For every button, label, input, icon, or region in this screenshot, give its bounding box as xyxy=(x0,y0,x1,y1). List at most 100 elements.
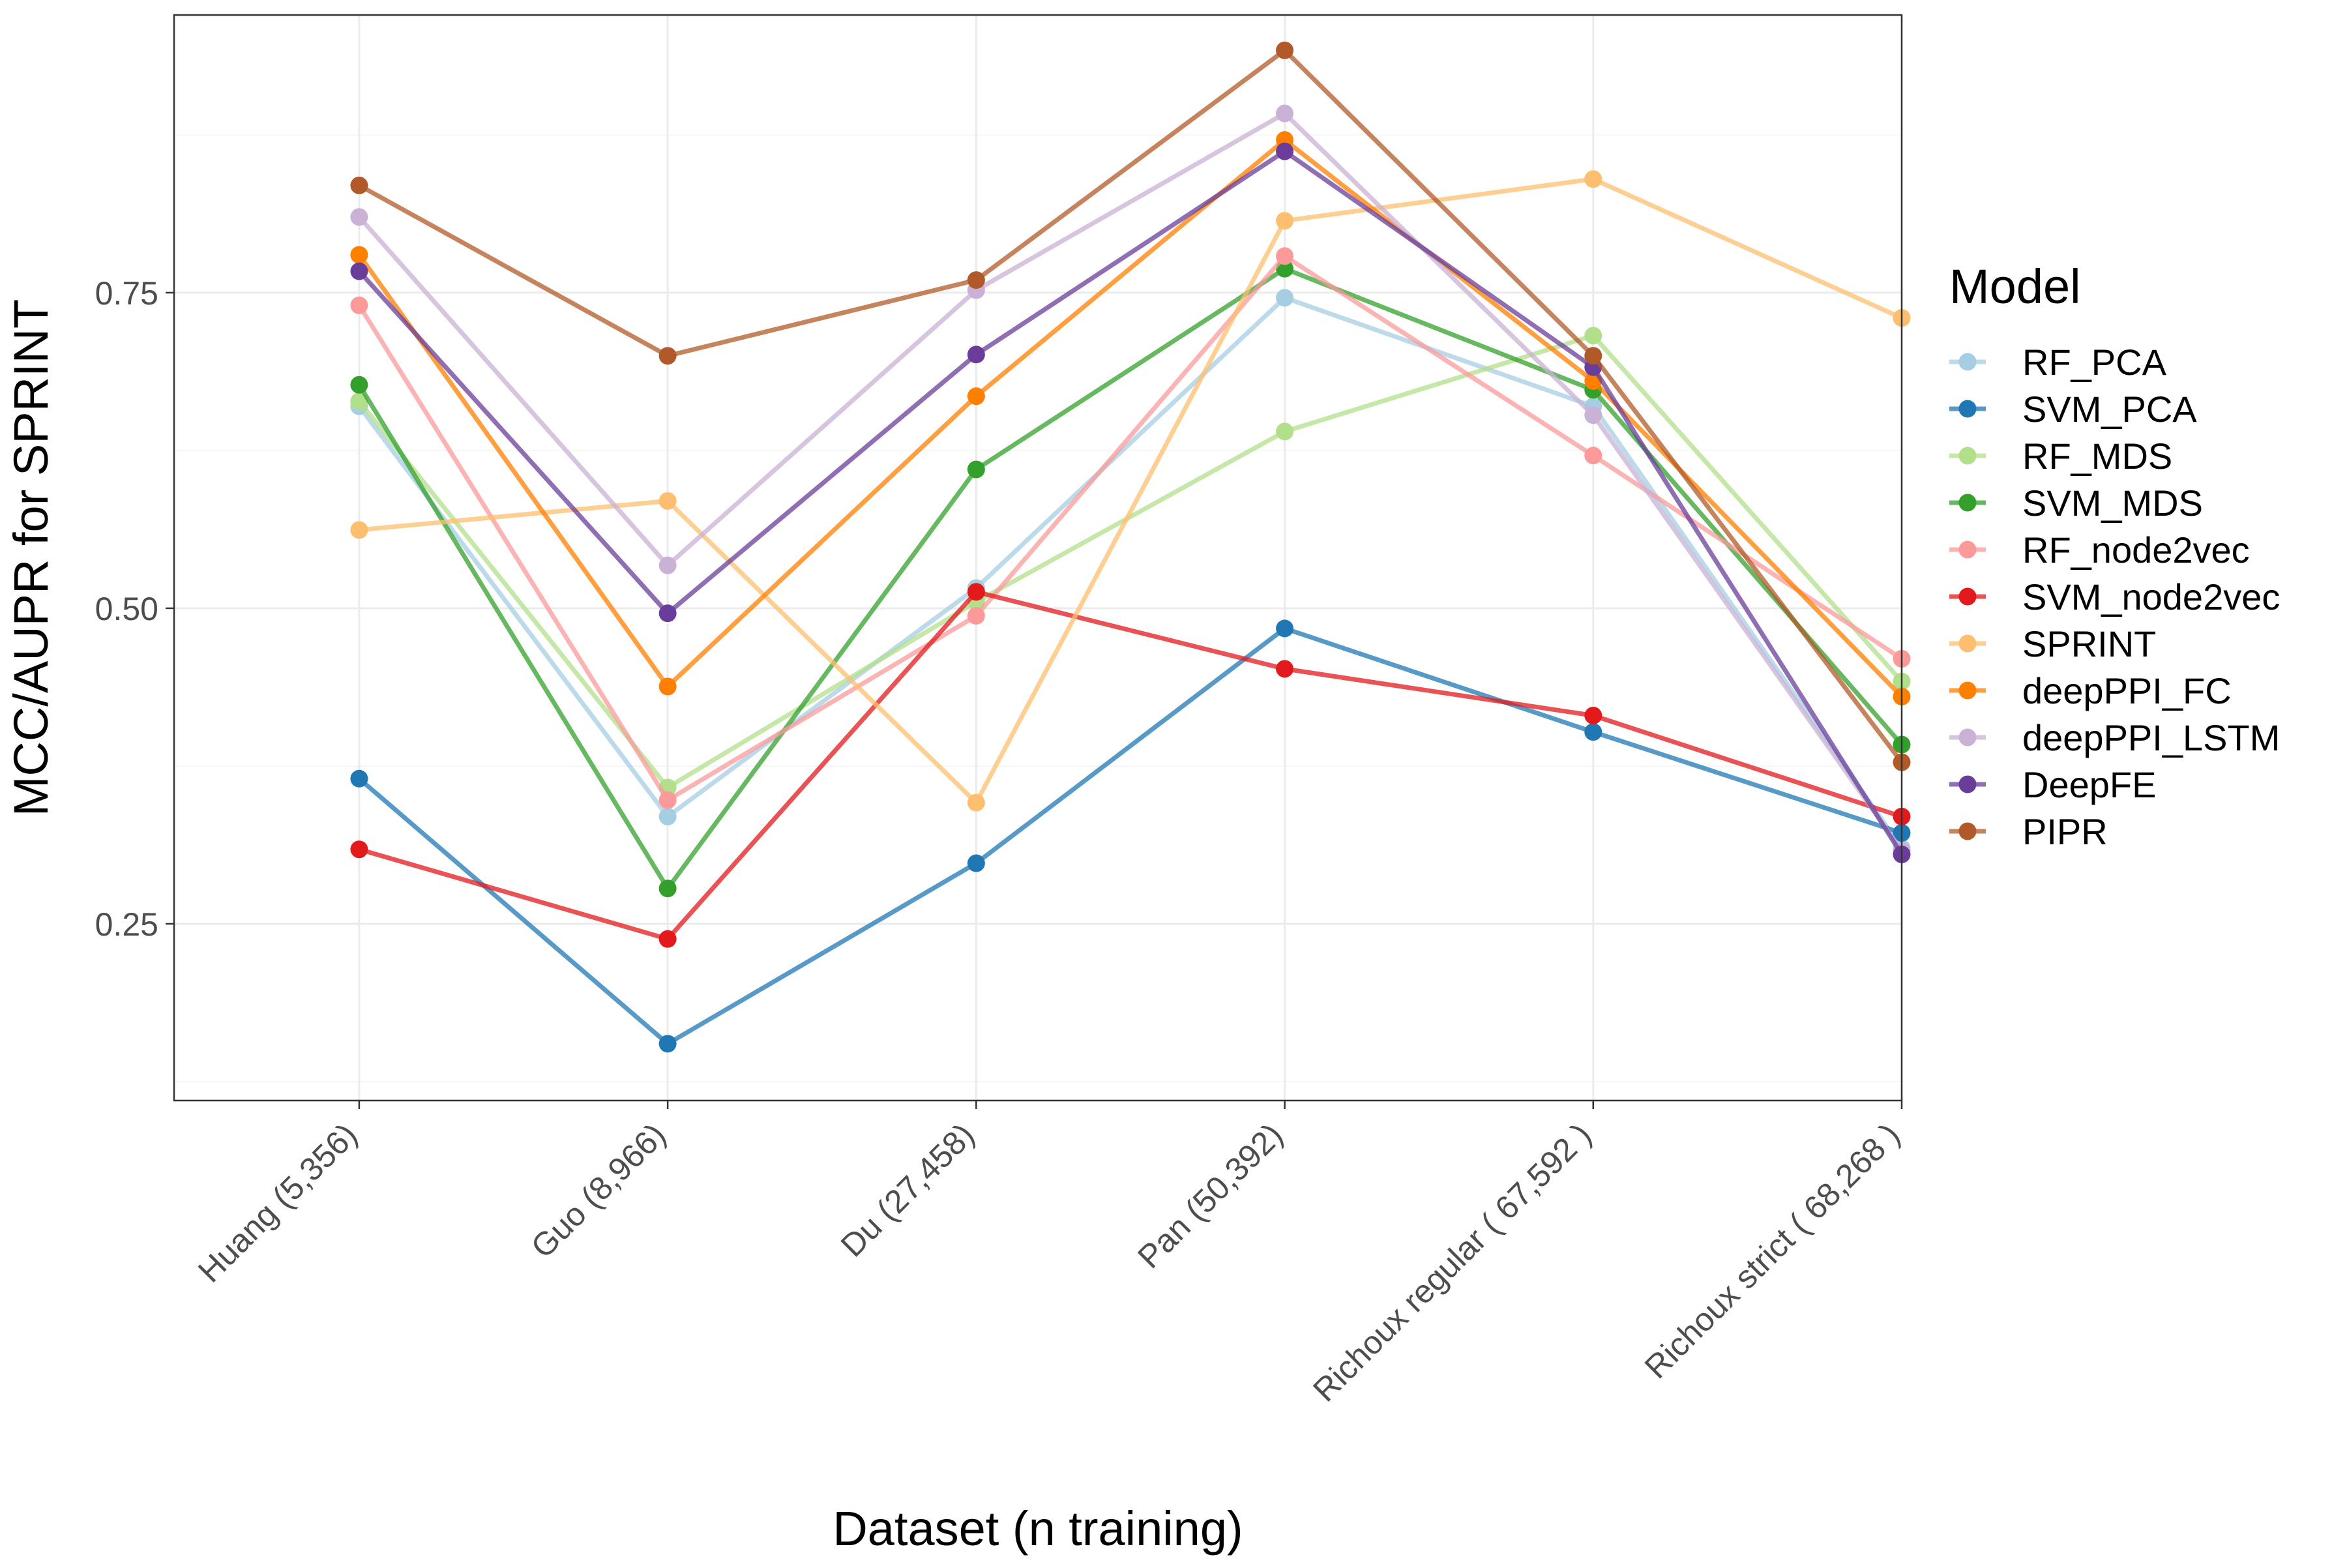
legend-label: RF_node2vec xyxy=(2022,529,2250,570)
legend-key-point xyxy=(1958,681,1977,700)
data-point-pipr xyxy=(1276,41,1294,59)
data-point-pipr xyxy=(1584,347,1602,365)
data-point-deepppi-lstm xyxy=(1584,406,1602,424)
data-point-rf-mds xyxy=(1584,327,1602,345)
data-point-deepppi-fc xyxy=(350,246,368,264)
legend-item-rf-node2vec: RF_node2vec xyxy=(1949,529,2250,570)
legend-item-rf-mds: RF_MDS xyxy=(1949,436,2172,477)
y-tick-label: 0.75 xyxy=(95,275,158,312)
data-point-svm-node2vec xyxy=(967,583,985,601)
legend-label: SVM_MDS xyxy=(2022,482,2203,524)
data-point-svm-pca xyxy=(658,1035,677,1053)
data-point-rf-pca xyxy=(1276,289,1294,307)
data-point-rf-mds xyxy=(350,392,368,410)
legend-label: deepPPI_LSTM xyxy=(2022,717,2280,758)
legend-key-point xyxy=(1958,634,1977,653)
data-point-deepppi-fc xyxy=(967,387,985,406)
y-axis-title: MCC/AUPR for SPRINT xyxy=(4,299,58,817)
data-point-deepfe xyxy=(350,262,368,280)
plot-panel xyxy=(174,15,1902,1101)
data-point-svm-node2vec xyxy=(1584,707,1602,725)
legend-item-pipr: PIPR xyxy=(1949,811,2108,852)
data-point-rf-node2vec xyxy=(967,607,985,625)
x-axis-title: Dataset (n training) xyxy=(833,1501,1243,1556)
data-point-sprint xyxy=(1584,170,1602,188)
series-deepfe xyxy=(350,142,1911,863)
legend-key-point xyxy=(1958,400,1977,418)
x-tick-label: Pan (50,392) xyxy=(1130,1116,1290,1275)
series-line-deepppi-lstm xyxy=(357,111,1904,852)
data-point-deepppi-lstm xyxy=(350,208,368,226)
data-point-pipr xyxy=(658,347,677,365)
legend-title: Model xyxy=(1949,259,2081,314)
y-tick-label: 0.50 xyxy=(95,591,158,627)
data-point-deepfe xyxy=(967,346,985,364)
data-point-sprint xyxy=(967,793,985,812)
data-point-svm-mds xyxy=(967,460,985,479)
legend-key-point xyxy=(1958,353,1977,371)
legend-key-point xyxy=(1958,587,1977,606)
data-point-rf-node2vec xyxy=(658,791,677,809)
data-point-svm-mds xyxy=(350,376,368,394)
series-line-rf-mds xyxy=(357,333,1904,790)
data-point-rf-node2vec xyxy=(350,296,368,314)
data-point-pipr xyxy=(350,176,368,194)
data-point-svm-pca xyxy=(1276,619,1294,638)
x-tick-label: Huang (5,356) xyxy=(191,1116,364,1290)
series-line-rf-pca xyxy=(357,295,1904,850)
legend-label: DeepFE xyxy=(2022,764,2156,805)
plot-border xyxy=(173,14,1903,1102)
data-point-svm-pca xyxy=(1584,723,1602,741)
data-point-sprint xyxy=(658,492,677,510)
data-point-rf-mds xyxy=(1276,422,1294,441)
series-deepppi-fc xyxy=(350,131,1911,705)
legend-item-deepppi-lstm: deepPPI_LSTM xyxy=(1949,717,2280,758)
data-point-svm-pca xyxy=(967,854,985,872)
data-point-svm-pca xyxy=(350,769,368,788)
legend-item-deepfe: DeepFE xyxy=(1949,764,2156,805)
series-line-svm-node2vec xyxy=(358,589,1903,941)
legend-item-sprint: SPRINT xyxy=(1949,623,2156,664)
series-line-pipr xyxy=(358,48,1904,764)
legend-key-point xyxy=(1958,447,1977,465)
y-tick-label: 0.25 xyxy=(95,906,158,943)
data-point-sprint xyxy=(350,521,368,539)
data-point-svm-mds xyxy=(658,880,677,898)
data-point-pipr xyxy=(967,271,985,289)
legend-key-point xyxy=(1958,822,1977,840)
data-point-svm-node2vec xyxy=(658,930,677,948)
legend-item-svm-mds: SVM_MDS xyxy=(1949,482,2203,524)
legend-label: SVM_PCA xyxy=(2022,389,2197,430)
data-point-deepppi-fc xyxy=(658,677,677,696)
legend-label: PIPR xyxy=(2022,811,2108,852)
legend-label: RF_MDS xyxy=(2022,436,2172,477)
legend-label: RF_PCA xyxy=(2022,342,2167,383)
legend-item-svm-node2vec: SVM_node2vec xyxy=(1949,576,2280,617)
data-point-svm-node2vec xyxy=(1276,660,1294,678)
legend-item-svm-pca: SVM_PCA xyxy=(1949,389,2197,430)
legend-label: deepPPI_FC xyxy=(2022,670,2232,711)
x-tick-label: Guo (8,966) xyxy=(524,1116,673,1265)
legend-item-rf-pca: RF_PCA xyxy=(1949,342,2167,383)
series-line-deepppi-fc xyxy=(357,138,1904,698)
data-point-deepppi-lstm xyxy=(1276,104,1294,123)
legend: Model RF_PCA SVM_PCA RF_MDS SVM_MDS RF_node2… xyxy=(1949,259,2280,852)
data-point-sprint xyxy=(1276,212,1294,230)
legend-label: SVM_node2vec xyxy=(2022,576,2280,617)
x-tick-label: Richoux strict ( 68,268 ) xyxy=(1638,1116,1907,1385)
x-tick-label: Richoux regular ( 67,592 ) xyxy=(1306,1116,1598,1408)
legend-key-point xyxy=(1958,775,1977,793)
data-point-deepfe xyxy=(1276,142,1294,160)
data-point-rf-node2vec xyxy=(1584,447,1602,465)
series-svm-node2vec xyxy=(350,583,1911,948)
x-tick-label: Du (27,458) xyxy=(834,1116,981,1264)
legend-key-point xyxy=(1958,728,1977,747)
legend-item-deepppi-fc: deepPPI_FC xyxy=(1949,670,2232,711)
data-point-deepppi-lstm xyxy=(658,556,677,574)
data-point-deepfe xyxy=(658,604,677,623)
data-point-rf-pca xyxy=(658,807,677,825)
legend-key-point xyxy=(1958,494,1977,512)
series-line-deepfe xyxy=(357,149,1904,856)
